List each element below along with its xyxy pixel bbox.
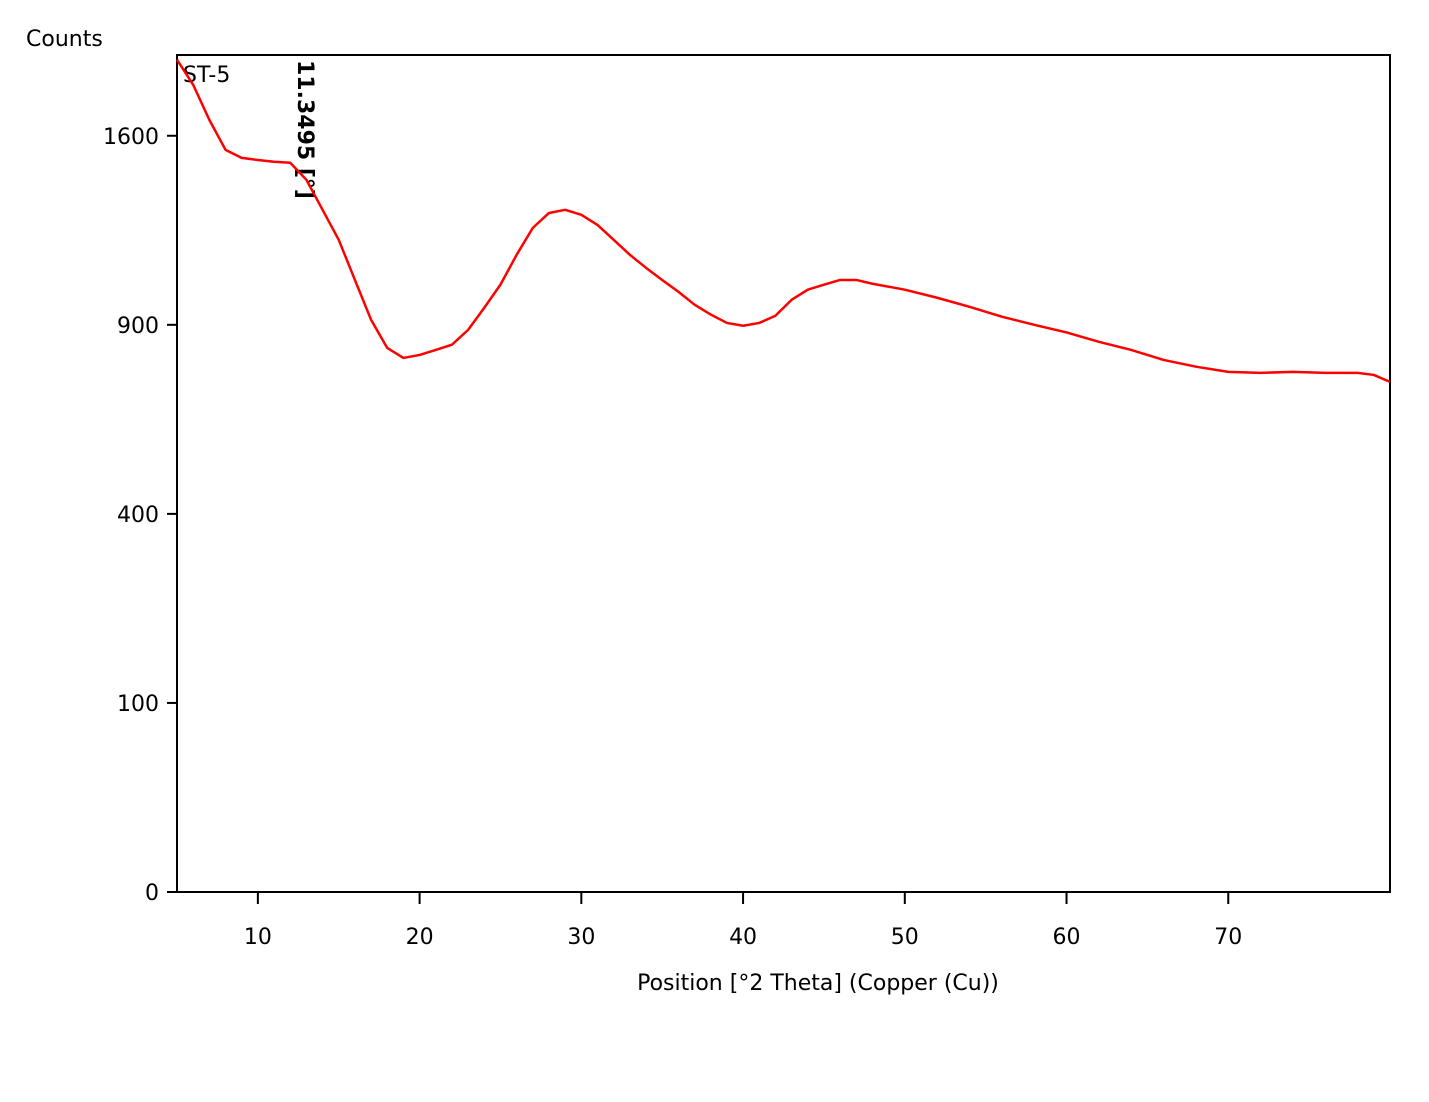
y-tick-label: 400 [117, 503, 159, 528]
x-tick-label: 10 [244, 925, 272, 950]
x-tick-label: 40 [729, 925, 757, 950]
y-tick-label: 900 [117, 314, 159, 339]
y-tick-label: 0 [145, 881, 159, 906]
plot-frame [176, 54, 1391, 893]
x-tick-label: 30 [567, 925, 595, 950]
series-label: ST-5 [183, 63, 230, 88]
y-tick-label: 100 [117, 692, 159, 717]
y-axis-label: Counts [26, 27, 103, 52]
y-tick-label: 1600 [103, 125, 159, 150]
x-tick-label: 60 [1053, 925, 1081, 950]
x-axis-label: Position [°2 Theta] (Copper (Cu)) [637, 971, 999, 996]
data-line [175, 59, 1391, 384]
x-tick-label: 50 [891, 925, 919, 950]
x-tick-label: 20 [406, 925, 434, 950]
x-tick-label: 70 [1214, 925, 1242, 950]
peak-annotation: 11.3495 [°] [292, 60, 317, 199]
